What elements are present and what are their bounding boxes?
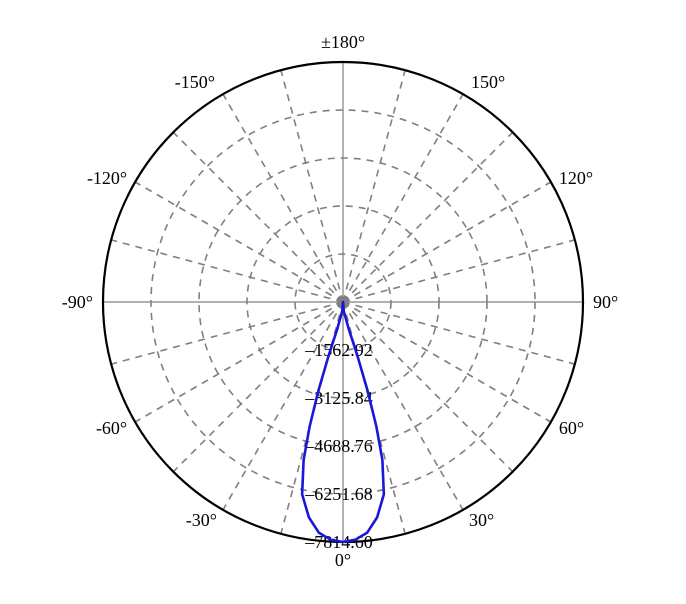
angle-label: 90° — [593, 292, 618, 312]
angle-label: 30° — [469, 510, 494, 530]
angle-label: 150° — [471, 72, 505, 92]
angle-label: -60° — [96, 418, 127, 438]
radial-label: –4688.76 — [304, 436, 373, 456]
angle-label: -120° — [87, 168, 127, 188]
radial-label: –6251.68 — [304, 484, 373, 504]
angle-label: -90° — [62, 292, 93, 312]
angle-label: ±180° — [321, 32, 365, 52]
polar-chart: –1562.92–3125.84–4688.76–6251.68–7814.60… — [0, 0, 686, 604]
angle-label: 0° — [335, 550, 351, 570]
angle-label: 60° — [559, 418, 584, 438]
angle-label: -30° — [186, 510, 217, 530]
radial-label: –1562.92 — [304, 340, 373, 360]
angle-label: 120° — [559, 168, 593, 188]
angle-label: -150° — [175, 72, 215, 92]
